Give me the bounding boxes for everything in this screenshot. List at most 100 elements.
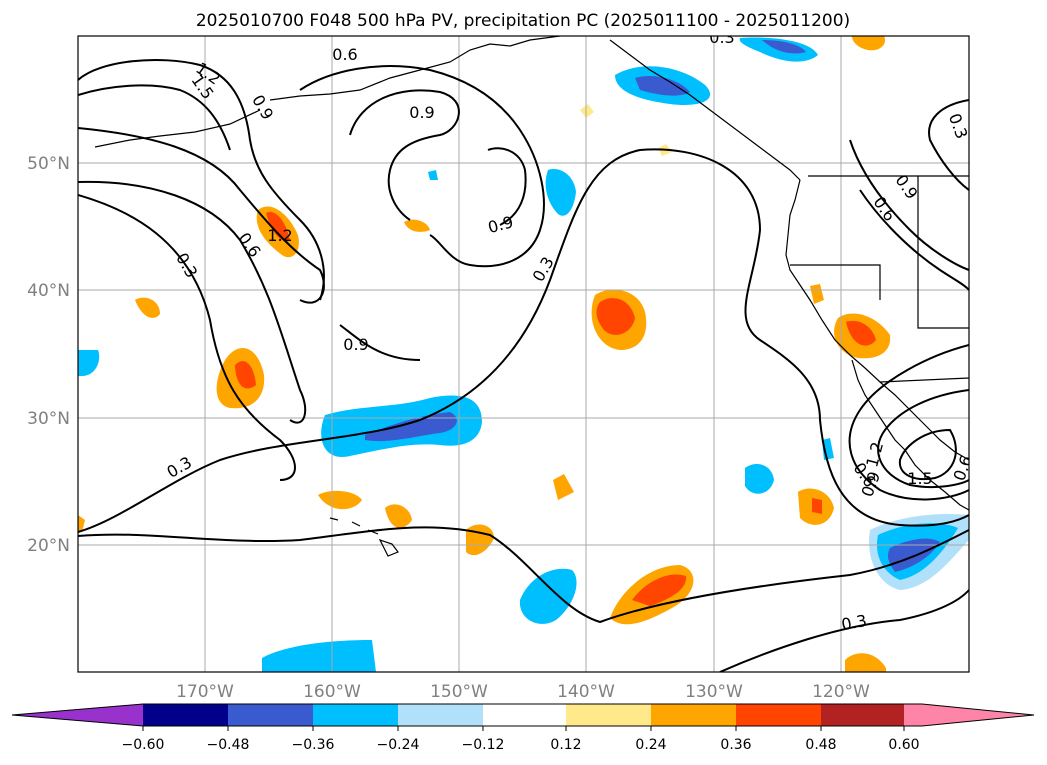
figure-title: 2025010700 F048 500 hPa PV, precipitatio… bbox=[196, 11, 850, 31]
lon-label-150w: 150°W bbox=[430, 682, 488, 702]
lat-labels: 20°N 30°N 40°N 50°N bbox=[27, 154, 70, 556]
precip-negative-southeast-small bbox=[745, 464, 774, 494]
colorbar-extend-high bbox=[922, 704, 1034, 726]
contour-label: 1.5 bbox=[907, 469, 932, 488]
border-state-line-2 bbox=[917, 176, 969, 329]
lon-labels: 170°W 160°W 150°W 140°W 130°W 120°W bbox=[176, 682, 870, 702]
coastlines bbox=[94, 36, 969, 557]
colorbar-cell bbox=[566, 704, 651, 726]
precip-negative-southwest bbox=[519, 568, 577, 624]
contour-label: 0.3 bbox=[709, 28, 734, 47]
lat-label-50n: 50°N bbox=[27, 154, 70, 174]
contour-0.3-lower bbox=[78, 526, 969, 624]
colorbar-cells bbox=[12, 704, 1034, 726]
colorbar-cell bbox=[228, 704, 313, 726]
contour-low-1 bbox=[848, 344, 969, 501]
contour-label: 1.2 bbox=[267, 226, 292, 245]
colorbar-cell bbox=[904, 704, 922, 726]
contour-0.3-west bbox=[78, 194, 296, 481]
lon-label-130w: 130°W bbox=[685, 682, 743, 702]
contour-label: 0.3 bbox=[840, 611, 868, 634]
colorbar-label: 0.12 bbox=[550, 737, 581, 753]
colorbar-cell bbox=[398, 704, 483, 726]
contour-0.9-loop bbox=[299, 65, 545, 268]
precip-positive-tiny1 bbox=[580, 104, 594, 118]
lon-label-160w: 160°W bbox=[303, 682, 361, 702]
colorbar-cell bbox=[483, 704, 566, 726]
precip-negative-bottom bbox=[262, 640, 376, 672]
precip-positive-west3-core bbox=[235, 361, 256, 389]
colorbar-label: 0.60 bbox=[888, 737, 919, 753]
contour-1.5 bbox=[78, 84, 231, 151]
lat-label-30n: 30°N bbox=[27, 409, 70, 429]
precip-positive-hawaii2 bbox=[385, 504, 412, 528]
colorbar-cell bbox=[313, 704, 398, 726]
precip-positive-west1-core bbox=[266, 211, 290, 242]
precip-positive-coast-core bbox=[846, 320, 876, 346]
precip-positive-north bbox=[852, 36, 886, 51]
precip-positive-far-west bbox=[78, 515, 85, 532]
lon-label-120w: 120°W bbox=[812, 682, 870, 702]
contour-0.9-ring bbox=[349, 89, 460, 221]
precip-positive-southeast-core bbox=[812, 498, 822, 514]
contour-0.6-west bbox=[78, 180, 307, 424]
colorbar: −0.60 −0.48 −0.36 −0.24 −0.12 0.12 0.24 … bbox=[11, 703, 1035, 753]
colorbar-label: −0.12 bbox=[462, 737, 505, 753]
border-us-mexico bbox=[879, 377, 969, 383]
lat-label-20n: 20°N bbox=[27, 536, 70, 556]
coast-baja bbox=[851, 359, 906, 451]
lon-label-140w: 140°W bbox=[557, 682, 615, 702]
colorbar-label: 0.36 bbox=[720, 737, 751, 753]
contour-low-3 bbox=[898, 428, 957, 480]
precip-negative-alaska-core bbox=[635, 75, 690, 96]
contour-1.2 bbox=[78, 59, 325, 301]
colorbar-extend-low bbox=[12, 704, 143, 726]
precip-positive-small-mid bbox=[404, 219, 430, 232]
colorbar-cell bbox=[821, 704, 904, 726]
contour-low-2 bbox=[877, 389, 969, 489]
precip-positive-center-core bbox=[596, 298, 635, 335]
colorbar-label: −0.60 bbox=[122, 737, 165, 753]
precip-positive-west2 bbox=[135, 297, 160, 318]
precip-negative-gulf bbox=[545, 169, 576, 216]
contour-east-3 bbox=[859, 189, 969, 291]
colorbar-label: −0.36 bbox=[292, 737, 335, 753]
border-state-line-1 bbox=[790, 264, 881, 300]
colorbar-label: −0.48 bbox=[207, 737, 250, 753]
contour-0.3-bottom bbox=[719, 589, 969, 672]
colorbar-labels: −0.60 −0.48 −0.36 −0.24 −0.12 0.12 0.24 … bbox=[122, 737, 920, 753]
coast-west bbox=[785, 179, 969, 461]
precip-negative-far-west bbox=[78, 350, 100, 376]
contour-label: 0.9 bbox=[409, 103, 434, 122]
colorbar-cell bbox=[736, 704, 821, 726]
lat-label-40n: 40°N bbox=[27, 281, 70, 301]
contour-east-1 bbox=[928, 99, 969, 191]
coast-islands-hawaii bbox=[329, 517, 399, 557]
precip-positive-south-core bbox=[632, 574, 687, 606]
precip-negative-band-core bbox=[365, 412, 457, 442]
contour-0.3-south bbox=[78, 148, 969, 533]
colorbar-label: −0.24 bbox=[377, 737, 420, 753]
contour-0.9-inner bbox=[487, 147, 527, 226]
precip-positive-tiny3 bbox=[553, 474, 574, 500]
precip-negative-north-core bbox=[762, 40, 806, 54]
colorbar-label: 0.48 bbox=[805, 737, 836, 753]
colorbar-cell bbox=[143, 704, 228, 726]
contour-label: 0.6 bbox=[332, 45, 357, 64]
contour-east-2 bbox=[849, 139, 969, 271]
pv-contours bbox=[78, 59, 969, 672]
lon-label-170w: 170°W bbox=[176, 682, 234, 702]
colorbar-label: 0.24 bbox=[635, 737, 666, 753]
precip-positive-coast-small bbox=[810, 284, 824, 304]
contour-label: 0.9 bbox=[343, 335, 368, 354]
map-panel: 0.6 1.2 1.5 0.9 0.9 0.9 1.2 0.6 0.3 0.9 … bbox=[77, 28, 970, 673]
precip-negative-tiny bbox=[428, 170, 438, 180]
precip-positive-hawaii1 bbox=[318, 490, 362, 510]
colorbar-cell bbox=[651, 704, 736, 726]
map-frame bbox=[77, 35, 970, 673]
coast-aleutians bbox=[94, 109, 261, 148]
colorbar-ticks bbox=[142, 726, 905, 731]
precip-positive-bottom bbox=[845, 653, 886, 672]
coast-alaska-panhandle bbox=[609, 39, 801, 181]
